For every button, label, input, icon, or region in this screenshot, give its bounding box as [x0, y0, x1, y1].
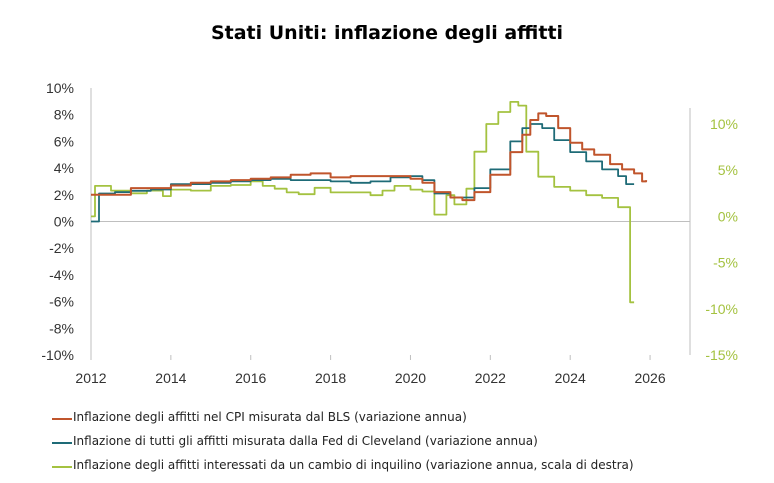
x-tick-label: 2024 [555, 370, 586, 386]
legend-label-new-tenant: Inflazione degli affitti interessati da … [73, 458, 634, 472]
legend-swatch-cleveland [52, 442, 72, 444]
x-tick-label: 2026 [634, 370, 665, 386]
x-tick-label: 2016 [235, 370, 266, 386]
legend-label-bls: Inflazione degli affitti nel CPI misurat… [73, 410, 467, 424]
y-right-tick-label: -5% [713, 255, 738, 271]
series-layer [91, 101, 648, 304]
series-line-new-tenant [91, 101, 635, 304]
y-left-tick-label: -4% [49, 267, 74, 283]
y-left-tick-label: 0% [54, 214, 74, 230]
tick-labels: 10% 8% 6% 4% 2% 0% -2% -4% -6% -8% -10% 10% 5% 0% -5% -… [41, 80, 738, 386]
y-left-tick-label: -6% [49, 294, 74, 310]
legend-item-bls: Inflazione degli affitti nel CPI misurat… [52, 410, 752, 428]
y-left-tick-label: 10% [46, 80, 74, 96]
chart-title: Stati Uniti: inflazione degli affitti [210, 22, 564, 44]
y-left-tick-label: 6% [54, 133, 74, 149]
x-tick-label: 2018 [315, 370, 346, 386]
y-right-tick-label: 5% [718, 162, 738, 178]
y-right-tick-label: -10% [705, 301, 738, 317]
legend-swatch-new-tenant [52, 466, 72, 468]
x-tick-label: 2022 [475, 370, 506, 386]
legend-item-cleveland: Inflazione di tutti gli affitti misurata… [52, 434, 752, 452]
y-right-tick-label: 10% [710, 116, 738, 132]
y-left-tick-label: 4% [54, 160, 74, 176]
x-tick-label: 2020 [395, 370, 426, 386]
legend-label-cleveland: Inflazione di tutti gli affitti misurata… [73, 434, 538, 448]
y-left-tick-label: -8% [49, 320, 74, 336]
y-right-tick-label: 0% [718, 208, 738, 224]
x-tick-label: 2012 [75, 370, 106, 386]
series-line-cleveland [91, 123, 635, 223]
y-left-tick-label: -2% [49, 240, 74, 256]
series-line-bls [91, 112, 648, 202]
line-chart: 10% 8% 6% 4% 2% 0% -2% -4% -6% -8% -10% 10% 5% 0% -5% -… [41, 80, 738, 386]
y-right-tick-label: -15% [705, 347, 738, 363]
y-left-tick-label: 8% [54, 107, 74, 123]
y-left-tick-label: -10% [41, 347, 74, 363]
legend-swatch-bls [52, 418, 72, 420]
axes-layer [90, 88, 691, 360]
x-tick-label: 2014 [155, 370, 186, 386]
legend-item-new-tenant: Inflazione degli affitti interessati da … [52, 458, 752, 476]
y-left-tick-label: 2% [54, 187, 74, 203]
